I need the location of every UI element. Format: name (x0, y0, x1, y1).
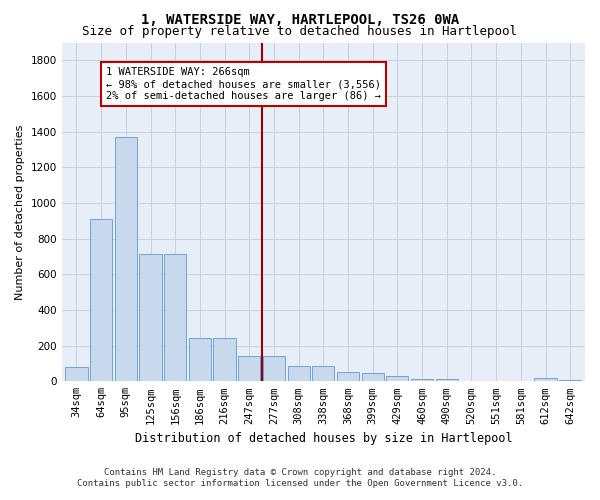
Bar (312, 366, 334, 382)
Y-axis label: Number of detached properties: Number of detached properties (15, 124, 25, 300)
Text: Contains HM Land Registry data © Crown copyright and database right 2024.
Contai: Contains HM Land Registry data © Crown c… (77, 468, 523, 487)
Bar (386, 376, 409, 382)
Bar (559, 380, 581, 382)
Bar (535, 378, 557, 382)
Bar (238, 356, 260, 382)
Bar (362, 374, 384, 382)
Bar (436, 378, 458, 382)
Bar (65, 367, 88, 382)
Text: Size of property relative to detached houses in Hartlepool: Size of property relative to detached ho… (83, 25, 517, 38)
Text: 1, WATERSIDE WAY, HARTLEPOOL, TS26 0WA: 1, WATERSIDE WAY, HARTLEPOOL, TS26 0WA (141, 12, 459, 26)
X-axis label: Distribution of detached houses by size in Hartlepool: Distribution of detached houses by size … (134, 432, 512, 445)
Bar (337, 372, 359, 382)
Bar (189, 338, 211, 382)
Bar (90, 219, 112, 382)
Text: 1 WATERSIDE WAY: 266sqm
← 98% of detached houses are smaller (3,556)
2% of semi-: 1 WATERSIDE WAY: 266sqm ← 98% of detache… (106, 68, 381, 100)
Bar (164, 254, 187, 382)
Bar (263, 356, 285, 382)
Bar (287, 366, 310, 382)
Bar (214, 338, 236, 382)
Bar (411, 378, 433, 382)
Bar (115, 137, 137, 382)
Bar (139, 254, 161, 382)
